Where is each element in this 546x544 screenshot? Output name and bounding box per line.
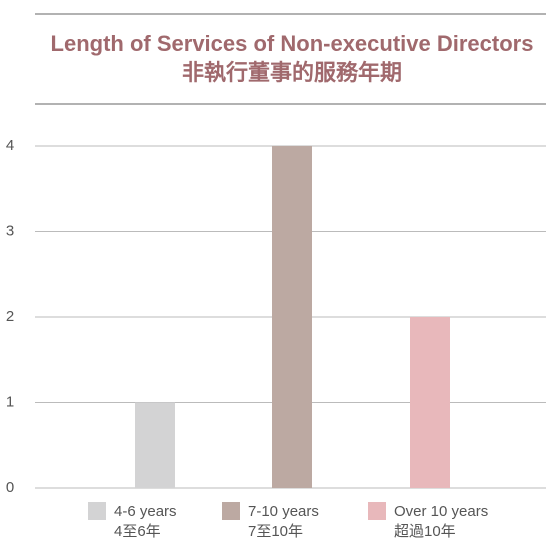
legend-label: 7至10年: [248, 523, 303, 540]
y-tick-label: 2: [6, 308, 14, 325]
legend-label: Over 10 years: [394, 503, 488, 520]
bar: [410, 317, 450, 488]
y-tick-label: 0: [6, 479, 14, 496]
legend-swatch: [222, 502, 240, 520]
chart-subtitle: 非執行董事的服務年期: [182, 60, 402, 85]
legend-swatch: [88, 502, 106, 520]
y-tick-label: 3: [6, 222, 14, 239]
bar: [272, 146, 312, 488]
y-tick-label: 1: [6, 393, 14, 410]
y-tick-label: 4: [6, 137, 14, 154]
chart-title: Length of Services of Non-executive Dire…: [51, 31, 534, 56]
bar: [135, 402, 175, 488]
legend-swatch: [368, 502, 386, 520]
legend-label: 4-6 years: [114, 503, 177, 520]
legend-label: 7-10 years: [248, 503, 319, 520]
legend-label: 超過10年: [394, 523, 456, 540]
legend-label: 4至6年: [114, 523, 161, 540]
